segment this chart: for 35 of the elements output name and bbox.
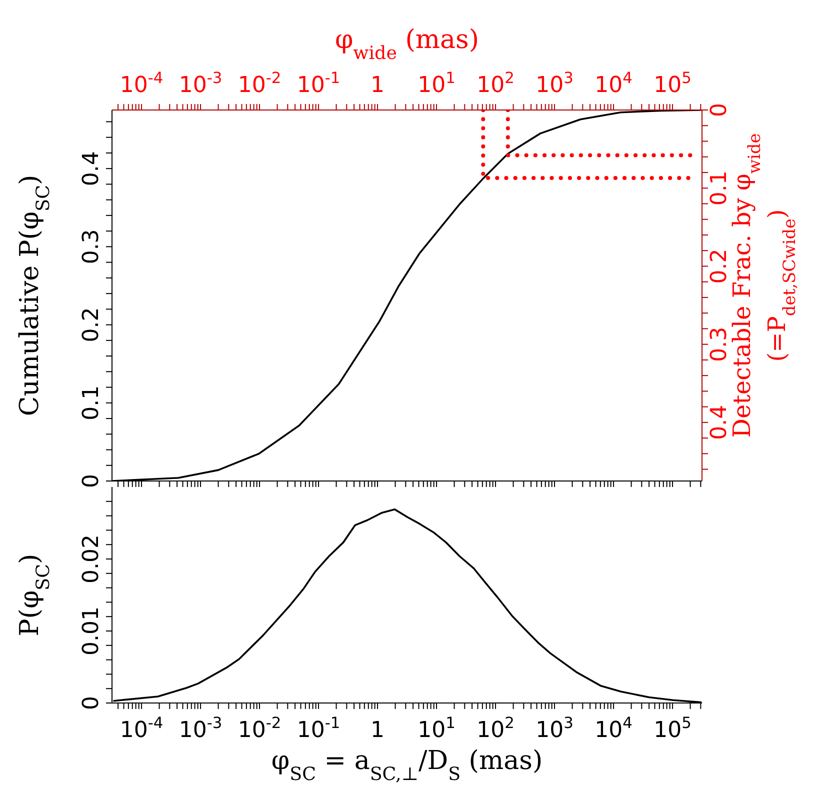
y-tick-label: 0	[79, 696, 104, 710]
y-tick-label: 0.2	[79, 307, 104, 342]
x-tick-label: 10$^{5}$	[654, 69, 692, 98]
x-axis-title: φ$_{wide}$ (mas)	[334, 25, 480, 64]
x-tick-label: 10$^{3}$	[536, 714, 574, 743]
x-tick-label: 10$^{1}$	[418, 714, 456, 743]
y2-tick-label: 0.3	[707, 326, 732, 362]
x-tick-label: 10$^{1}$	[418, 69, 456, 98]
x-tick-label: 10$^{3}$	[536, 69, 574, 98]
x-tick-label: 10$^{-4}$	[120, 69, 164, 98]
x-tick-label: 10$^{4}$	[594, 69, 632, 98]
x-tick-label: 10$^{-2}$	[238, 714, 282, 743]
x-tick-label: 10$^{-1}$	[296, 714, 340, 743]
x-tick-label: 10$^{2}$	[476, 714, 514, 743]
x-tick-label: 10$^{5}$	[654, 714, 692, 743]
x-tick-label: 10$^{-3}$	[178, 69, 222, 98]
y2-tick-label: 0.2	[707, 248, 732, 284]
y-tick-label: 0.3	[79, 229, 104, 264]
x-tick-label: 1	[370, 718, 385, 743]
y-tick-label: 0.1	[79, 385, 104, 420]
y-tick-label: 0.01	[79, 606, 104, 656]
y-tick-label: 0	[79, 474, 104, 488]
x-tick-label: 10$^{2}$	[476, 69, 514, 98]
y2-tick-label: 0.1	[707, 170, 732, 206]
x-tick-label: 10$^{-4}$	[120, 714, 164, 743]
y2-tick-label: 0	[707, 103, 732, 117]
y-tick-label: 0.4	[79, 151, 104, 186]
x-tick-label: 1	[370, 73, 385, 98]
x-tick-label: 10$^{-2}$	[238, 69, 282, 98]
y2-tick-label: 0.4	[707, 404, 732, 440]
y-tick-label: 0.02	[79, 534, 104, 584]
x-tick-label: 10$^{-3}$	[178, 714, 222, 743]
x-tick-label: 10$^{-1}$	[296, 69, 340, 98]
x-tick-label: 10$^{4}$	[594, 714, 632, 743]
x-axis-title: φ$_{SC}$ = a$_{SC,⊥}$/D$_{S}$ (mas)	[271, 746, 543, 784]
